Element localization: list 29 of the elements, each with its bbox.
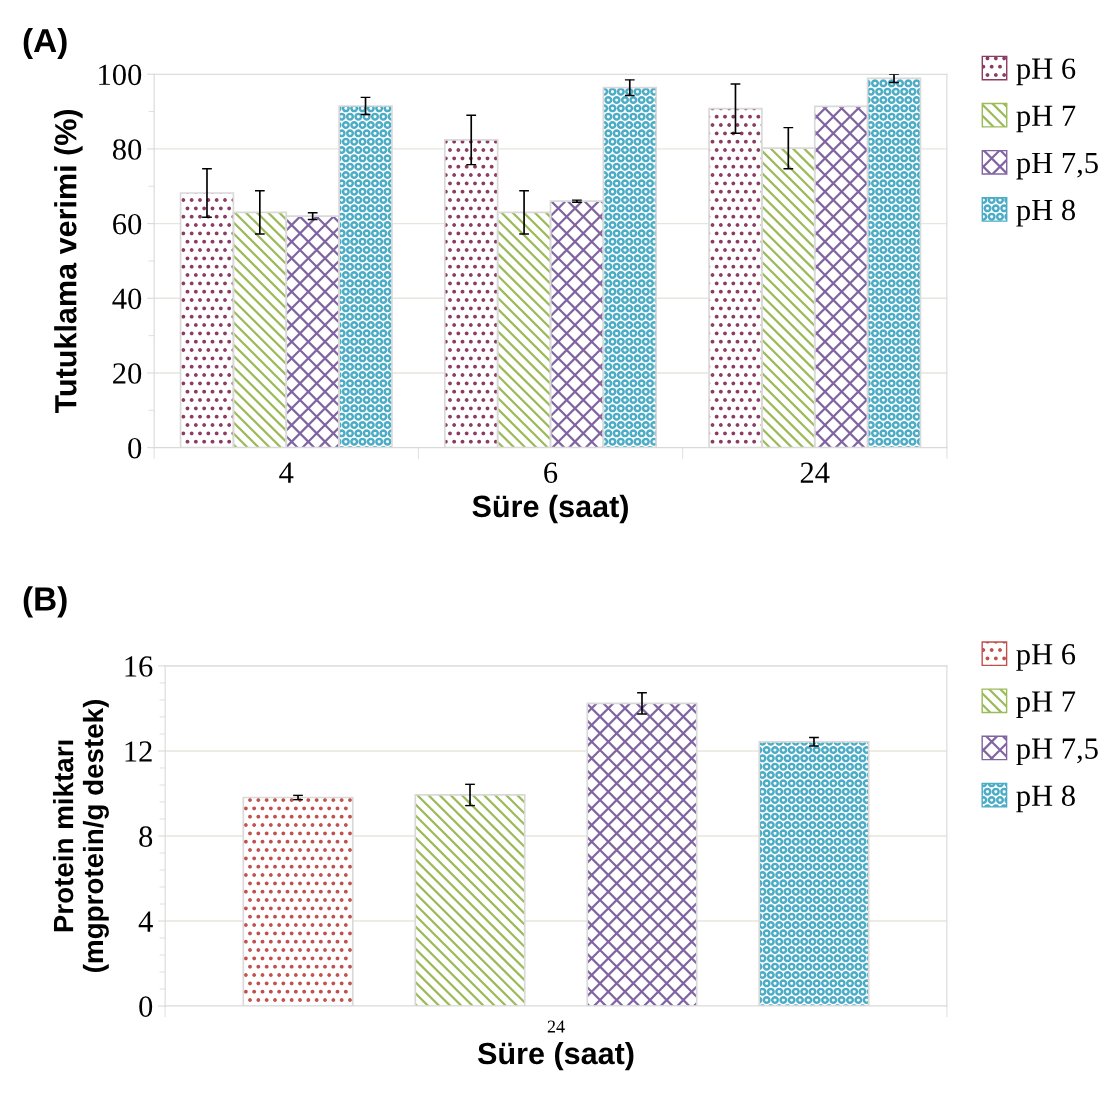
- y-tick-label: 0: [139, 996, 153, 1017]
- legend-label: pH 7,5: [1016, 152, 1098, 180]
- x-tick-label: 24: [547, 1020, 565, 1033]
- legend-label: pH 6: [1016, 58, 1076, 86]
- y-tick-label: 16: [125, 656, 153, 677]
- x-tick-label: 4: [279, 462, 294, 483]
- y-axis-title: Tutuklama verimi (%): [54, 109, 83, 414]
- y-tick-label: 60: [113, 213, 142, 235]
- y-tick-label: 40: [112, 288, 142, 310]
- y-tick-label: 4: [138, 911, 153, 932]
- legend-label: pH 8: [1016, 199, 1075, 227]
- legend-label: pH 7: [1016, 691, 1076, 718]
- legend-label: pH 8: [1016, 785, 1075, 813]
- legend-label: pH 7: [1016, 105, 1076, 133]
- x-tick-label: 24: [800, 462, 830, 483]
- y-axis-title: Protein miktarı (mgprotein/g destek): [52, 700, 109, 972]
- y-tick-label: 12: [125, 741, 152, 762]
- y-tick-label: 8: [139, 826, 153, 847]
- legend-label: pH 6: [1016, 644, 1076, 671]
- x-axis-title: Süre (saat): [472, 494, 628, 524]
- chart-title: (A): [23, 27, 67, 59]
- chart-title: (B): [23, 586, 67, 618]
- x-axis-title: Süre (saat): [477, 1041, 634, 1071]
- y-tick-label: 80: [112, 139, 142, 160]
- y-tick-label: 0: [128, 437, 142, 459]
- x-tick-label: 6: [544, 462, 558, 484]
- y-tick-label: 20: [113, 363, 142, 384]
- legend-label: pH 7,5: [1016, 738, 1098, 766]
- y-tick-label: 100: [99, 64, 142, 86]
